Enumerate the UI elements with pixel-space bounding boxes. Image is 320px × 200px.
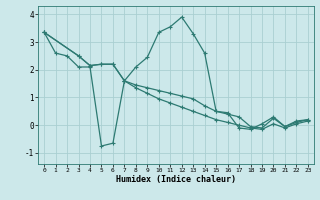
X-axis label: Humidex (Indice chaleur): Humidex (Indice chaleur) — [116, 175, 236, 184]
